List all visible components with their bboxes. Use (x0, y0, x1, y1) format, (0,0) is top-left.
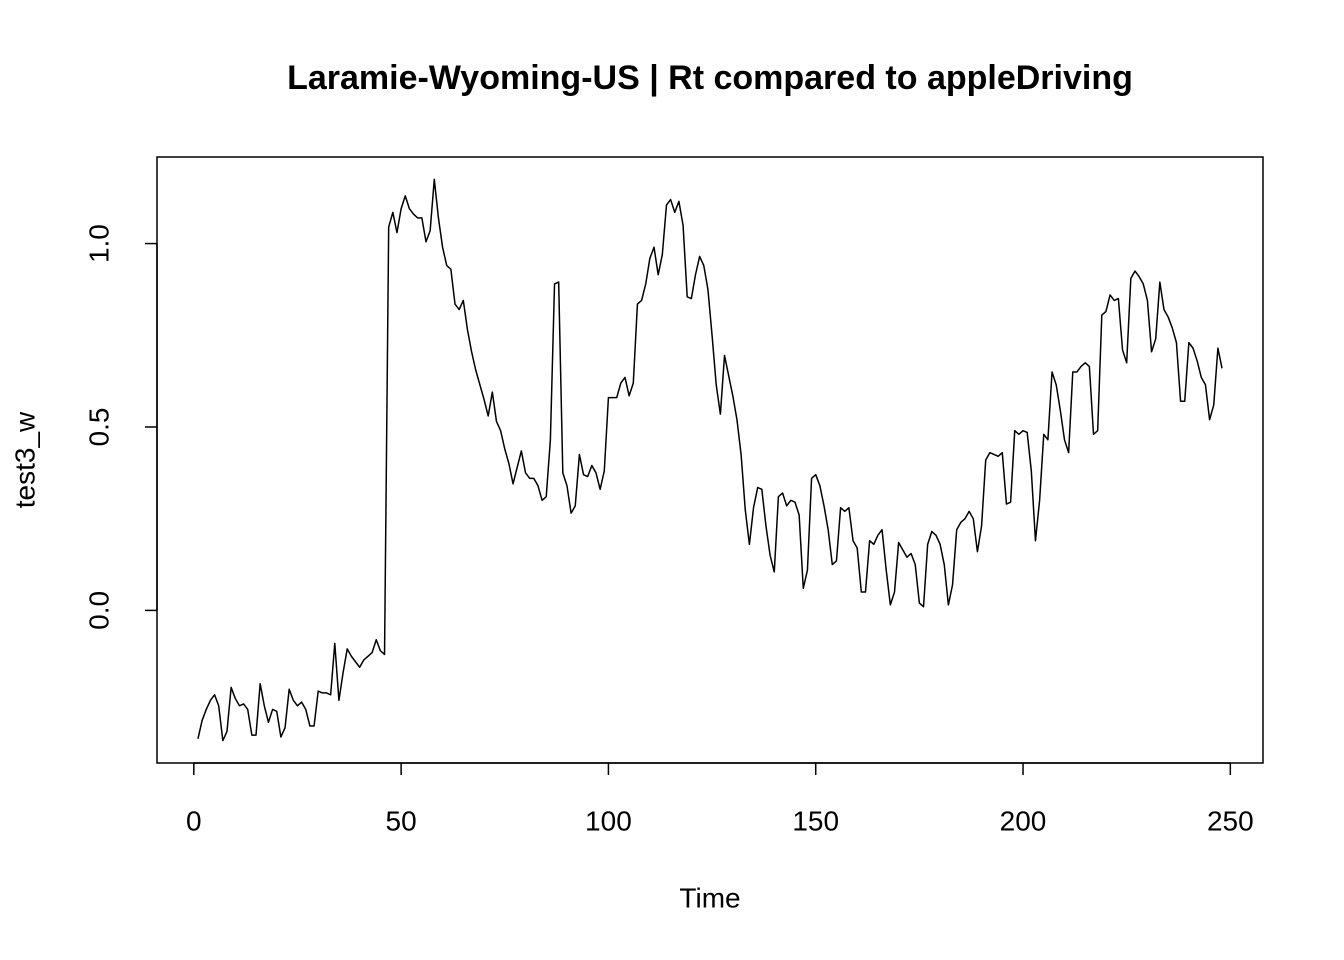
x-axis-label: Time (679, 882, 740, 913)
plot-box (156, 156, 1264, 764)
y-tick-label: 0.5 (83, 408, 114, 447)
chart-title: Laramie-Wyoming-US | Rt compared to appl… (287, 59, 1133, 97)
y-tick-label: 0.0 (83, 591, 114, 630)
x-tick-label: 150 (792, 805, 839, 836)
x-tick-label: 250 (1207, 805, 1254, 836)
x-tick-label: 100 (585, 805, 632, 836)
y-tick-label: 1.0 (83, 224, 114, 263)
x-tick-label: 0 (186, 805, 202, 836)
data-line (197, 178, 1223, 742)
y-axis-label: test3_w (9, 411, 40, 508)
x-tick-label: 200 (1000, 805, 1047, 836)
x-tick-label: 50 (386, 805, 417, 836)
